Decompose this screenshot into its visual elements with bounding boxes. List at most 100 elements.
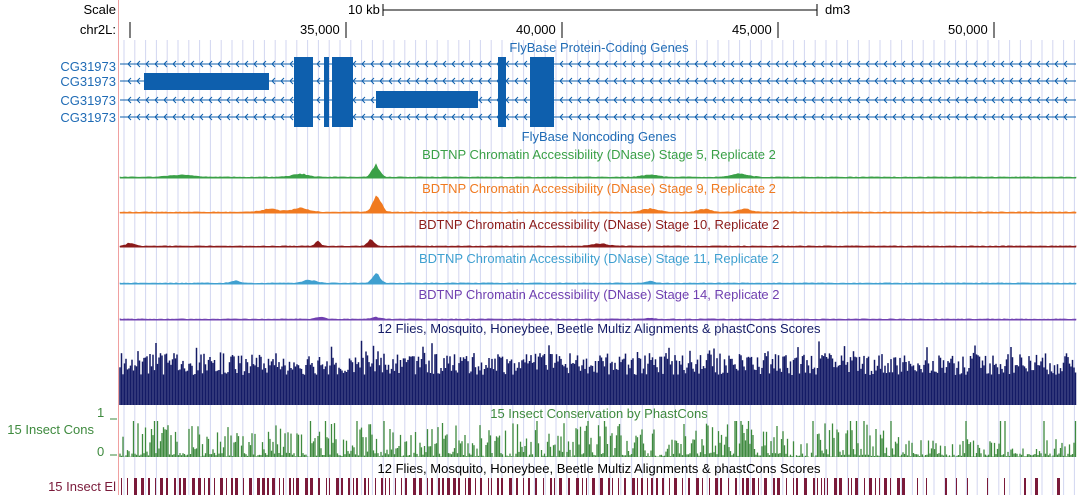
strand-arrow [910,60,915,68]
conserved-element [497,478,499,495]
strand-arrow [469,113,474,121]
gene-exon [324,57,329,127]
conserved-element [752,478,755,495]
gene-track[interactable] [120,57,1076,127]
cons-track-label[interactable]: 15 Insect Cons [7,422,94,437]
strand-arrow [577,113,582,121]
dnase-tracks[interactable] [119,163,1077,321]
conserved-element [198,478,201,495]
strand-arrow [262,60,267,68]
strand-arrow [523,96,528,104]
track-title-multiz-2[interactable]: 12 Flies, Mosquito, Honeybee, Beetle Mul… [377,461,821,476]
conserved-element [310,478,313,495]
strand-arrow [739,77,744,85]
strand-arrow [757,60,762,68]
strand-arrow [748,77,753,85]
strand-arrow [748,96,753,104]
gene-label[interactable]: CG31973 [60,74,116,89]
strand-arrow [595,77,600,85]
track-title-multiz[interactable]: 12 Flies, Mosquito, Honeybee, Beetle Mul… [377,321,821,336]
strand-arrow [568,77,573,85]
strand-arrow [1018,113,1023,121]
elements-track-label[interactable]: 15 Insect El [48,479,116,494]
conserved-element [226,478,227,495]
conserved-element [824,478,825,495]
strand-arrow [262,96,267,104]
strand-arrow [910,77,915,85]
conserved-element [401,478,402,495]
strand-arrow [235,60,240,68]
conserved-element [523,478,524,495]
strand-arrow [262,113,267,121]
gene-exon [498,57,506,127]
strand-arrow [478,96,483,104]
conserved-element [174,478,176,495]
strand-arrow [847,113,852,121]
track-title-noncoding-genes[interactable]: FlyBase Noncoding Genes [521,129,677,144]
strand-arrow [217,113,222,121]
strand-arrow [586,113,591,121]
strand-arrow [721,60,726,68]
strand-arrow [559,60,564,68]
strand-arrow [892,96,897,104]
conserved-element [656,478,658,495]
strand-arrow [649,77,654,85]
gene-exon [294,57,313,127]
track-title-dnase-stage14[interactable]: BDTNP Chromatin Accessibility (DNase) St… [418,287,780,302]
ruler-tick-label: 35,000 [300,22,340,37]
track-title-dnase-stage11[interactable]: BDTNP Chromatin Accessibility (DNase) St… [418,251,780,266]
strand-arrow [775,113,780,121]
conserved-element [468,478,471,495]
strand-arrow [712,96,717,104]
conserved-element [127,478,128,495]
conserved-element [134,478,137,495]
strand-arrow [874,96,879,104]
gene-exon [144,73,269,90]
strand-arrow [802,60,807,68]
strand-arrow [514,77,519,85]
strand-arrow [784,60,789,68]
conserved-element [1057,478,1060,495]
strand-arrow [154,113,159,121]
gene-label[interactable]: CG31973 [60,93,116,108]
strand-arrow [433,113,438,121]
strand-arrow [703,113,708,121]
strand-arrow [433,77,438,85]
strand-arrow [946,60,951,68]
conserved-elements-track[interactable] [121,478,1060,495]
strand-arrow [604,60,609,68]
track-title-dnase-stage10[interactable]: BDTNP Chromatin Accessibility (DNase) St… [418,217,780,232]
strand-arrow [964,96,969,104]
dnase-signal [119,239,1077,248]
strand-arrow [919,96,924,104]
strand-arrow [199,96,204,104]
track-title-dnase-stage9[interactable]: BDTNP Chromatin Accessibility (DNase) St… [422,181,776,196]
strand-arrow [937,96,942,104]
multiz-wiggle[interactable] [119,340,1077,405]
gene-label[interactable]: CG31973 [60,59,116,74]
strand-arrow [802,77,807,85]
strand-arrow [208,60,213,68]
conserved-element [608,478,610,495]
strand-arrow [154,60,159,68]
strand-arrow [694,96,699,104]
conserved-element [249,478,252,495]
track-title-phastcons[interactable]: 15 Insect Conservation by PhastCons [490,406,708,421]
ruler[interactable] [129,4,995,38]
track-title-protein-coding-genes[interactable]: FlyBase Protein-Coding Genes [509,40,689,55]
strand-arrow [487,60,492,68]
strand-arrow [991,96,996,104]
conserved-element [447,478,450,495]
gene-label[interactable]: CG31973 [60,110,116,125]
strand-arrow [478,77,483,85]
cons-axis-max: 1 [97,405,105,420]
strand-arrow [442,60,447,68]
phastcons-wiggle[interactable] [119,421,1077,457]
ruler-tick-label: 50,000 [948,22,988,37]
strand-arrow [622,96,627,104]
conserved-element [121,478,122,495]
strand-arrow [523,77,528,85]
track-title-dnase-stage5[interactable]: BDTNP Chromatin Accessibility (DNase) St… [422,147,776,162]
